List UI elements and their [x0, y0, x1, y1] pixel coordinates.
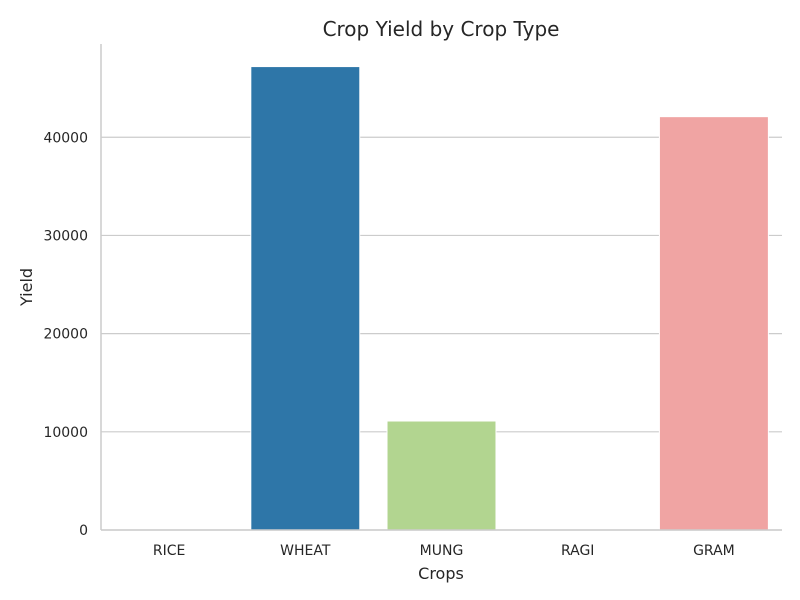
x-tick-label-wheat: WHEAT	[280, 543, 331, 559]
bar-mung	[386, 420, 497, 531]
x-tick-label-ragi: RAGI	[561, 543, 594, 559]
y-tick-label: 10000	[43, 425, 88, 441]
x-tick-label-rice: RICE	[153, 543, 185, 559]
y-axis-label: Yield	[17, 268, 36, 307]
x-tick-labels: RICE WHEAT MUNG RAGI GRAM	[153, 543, 735, 559]
bars	[250, 66, 769, 531]
y-tick-label: 20000	[43, 327, 88, 343]
x-tick-label-gram: GRAM	[693, 543, 735, 559]
chart-title: Crop Yield by Crop Type	[323, 17, 560, 41]
bar-gram	[658, 116, 769, 531]
y-tick-label: 30000	[43, 228, 88, 244]
y-tick-label: 0	[79, 523, 88, 539]
y-tick-label: 40000	[43, 130, 88, 146]
x-tick-label-mung: MUNG	[420, 543, 464, 559]
y-tick-labels: 0 10000 20000 30000 40000	[43, 130, 88, 539]
x-axis-label: Crops	[418, 564, 464, 583]
bar-wheat	[250, 66, 361, 531]
